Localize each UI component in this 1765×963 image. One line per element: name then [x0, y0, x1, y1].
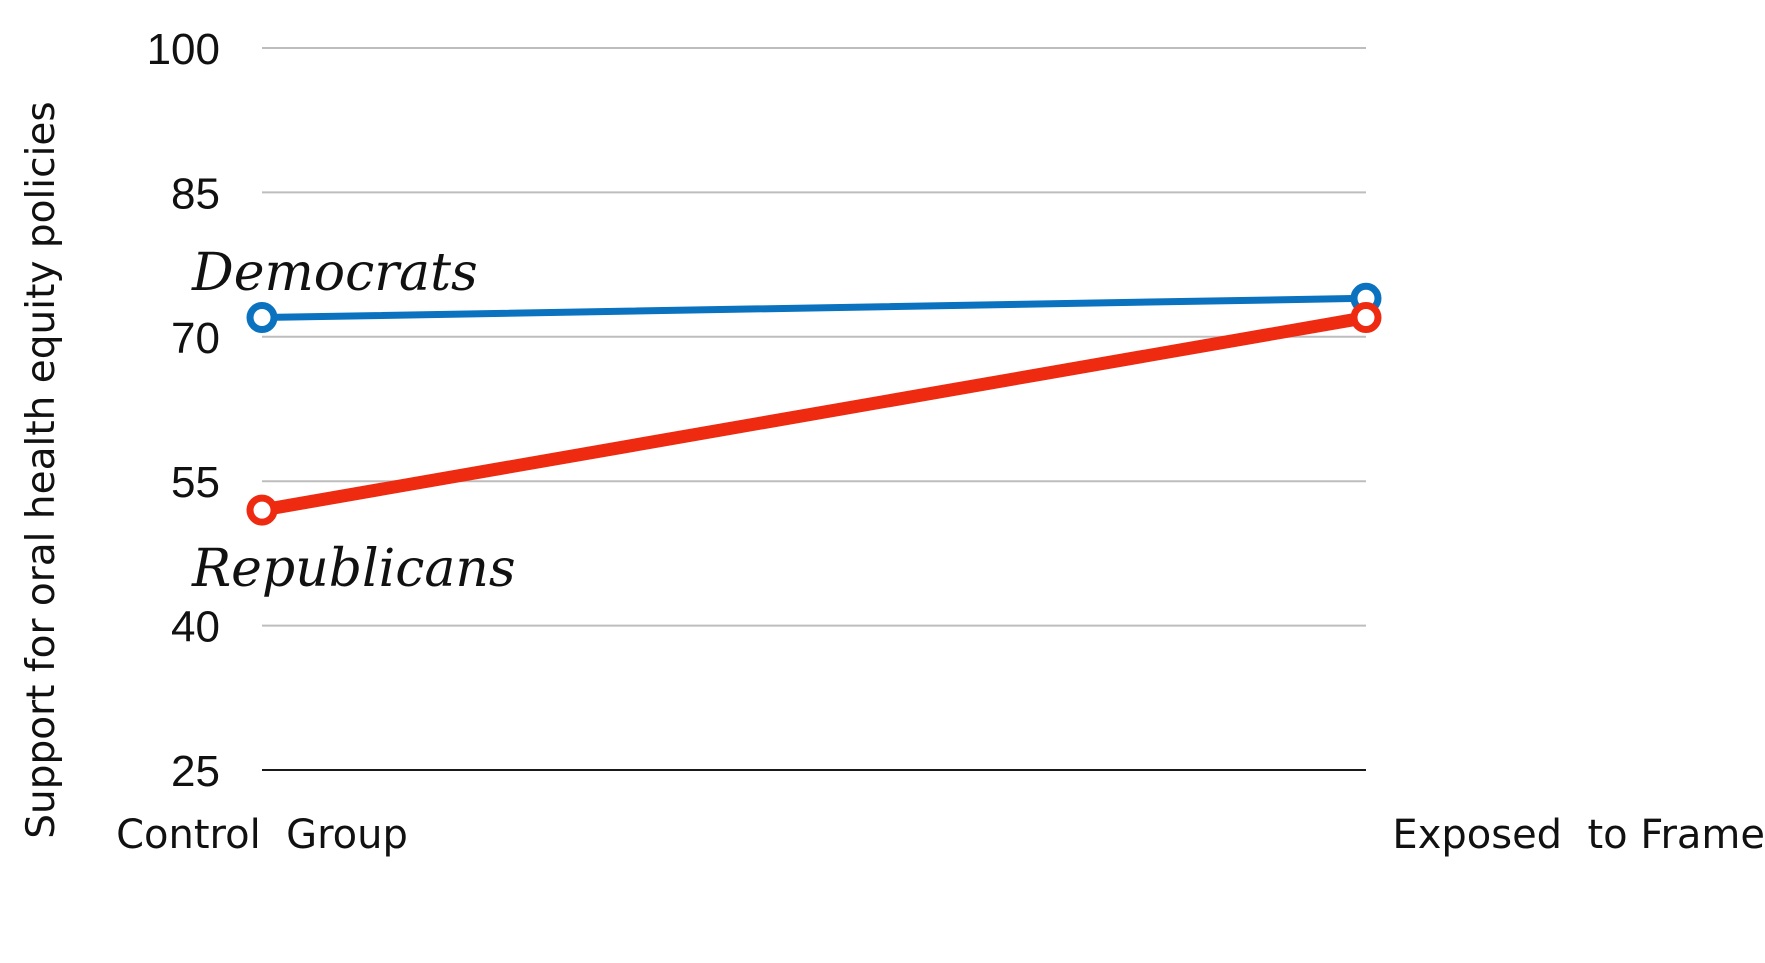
y-tick-label: 40 — [171, 603, 220, 652]
x-category-label: Control Group — [116, 812, 408, 858]
x-category-label: Exposed to Frame — [1392, 812, 1765, 858]
series-line-democrats — [258, 294, 1370, 322]
y-tick-label: 100 — [147, 25, 220, 74]
y-tick-label: 55 — [171, 458, 220, 507]
series-label-republicans: Republicans — [191, 539, 516, 599]
x-category-labels: Control Group Exposed to Frame — [116, 812, 1765, 858]
y-tick-label: 70 — [171, 314, 220, 363]
series-label-democrats: Democrats — [191, 243, 478, 303]
data-point-republicans — [1350, 302, 1382, 334]
series-labels: Democrats Republicans — [191, 243, 516, 599]
series-lines — [246, 282, 1382, 526]
y-tick-label: 85 — [171, 169, 220, 218]
series-line-republicans — [255, 311, 1373, 517]
data-point-democrats — [246, 302, 278, 334]
y-axis-label: Support for oral health equity policies — [19, 101, 64, 838]
data-point-republicans — [246, 494, 278, 526]
y-tick-labels: 25 40 55 70 85 100 — [147, 25, 220, 796]
x-category-text: Control Group — [116, 812, 408, 858]
x-category-text: Exposed to Frame — [1392, 812, 1765, 858]
y-tick-label: 25 — [171, 747, 220, 796]
